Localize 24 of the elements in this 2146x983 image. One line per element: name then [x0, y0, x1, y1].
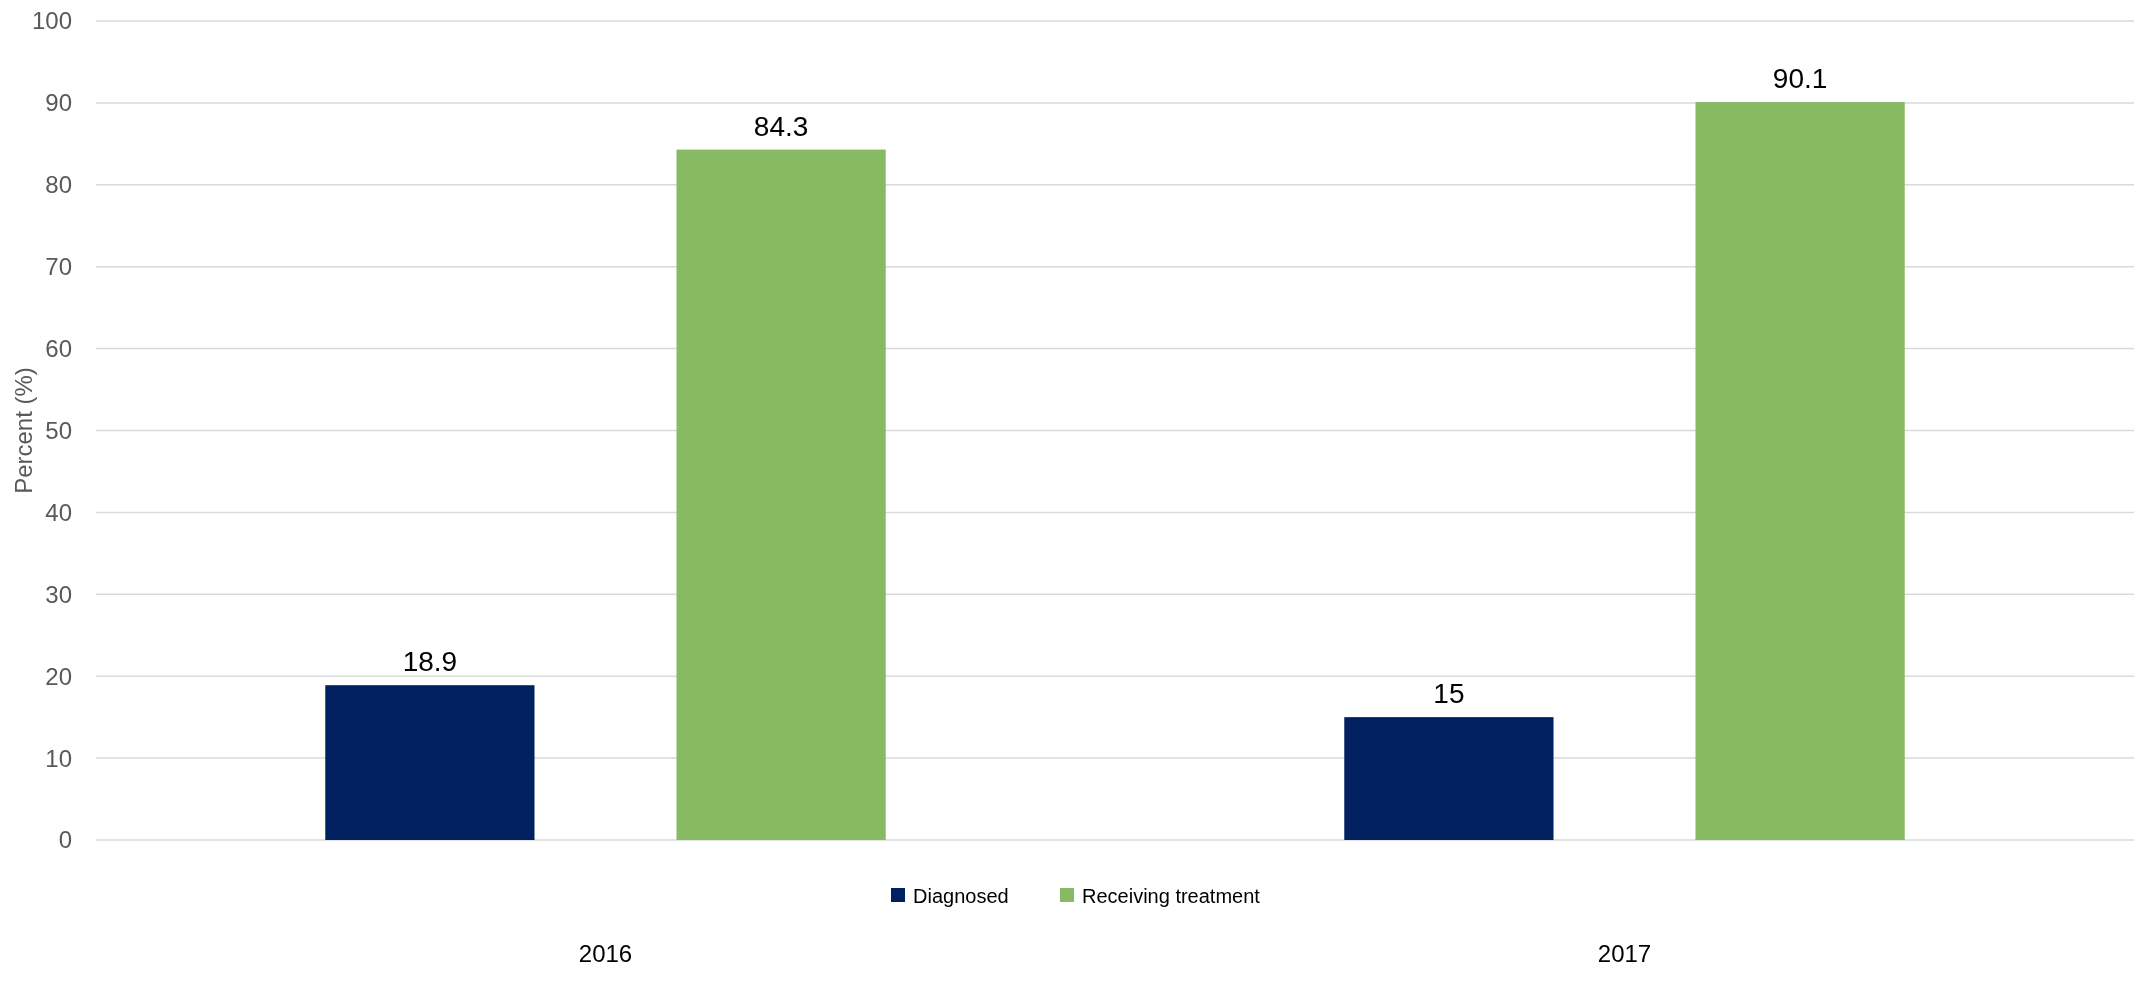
data-label: 18.9 — [402, 646, 458, 678]
y-tick-label: 70 — [45, 253, 72, 281]
y-tick-label: 100 — [31, 7, 72, 35]
y-tick-label: 90 — [45, 89, 72, 117]
legend-label: Diagnosed — [913, 885, 1009, 907]
y-tick-label: 60 — [45, 335, 72, 362]
y-tick-label: 20 — [45, 662, 72, 690]
bar — [325, 685, 535, 840]
y-tick-label: 80 — [45, 171, 72, 199]
y-tick-label: 10 — [45, 744, 72, 772]
bar — [676, 149, 886, 840]
x-tick-label: 2017 — [1597, 940, 1652, 967]
y-tick-label: 40 — [45, 498, 72, 526]
legend-label: Receiving treatment — [1082, 885, 1261, 907]
bar — [1695, 102, 1905, 840]
data-label: 90.1 — [1772, 63, 1828, 95]
y-tick-label: 0 — [58, 826, 72, 854]
x-tick-label: 2016 — [578, 940, 633, 967]
bar — [1344, 717, 1554, 840]
y-axis-title: Percent (%) — [10, 367, 37, 494]
y-tick-label: 30 — [45, 580, 72, 608]
y-tick-label: 50 — [45, 416, 72, 444]
data-label: 84.3 — [753, 110, 809, 142]
data-label: 15 — [1433, 678, 1465, 710]
